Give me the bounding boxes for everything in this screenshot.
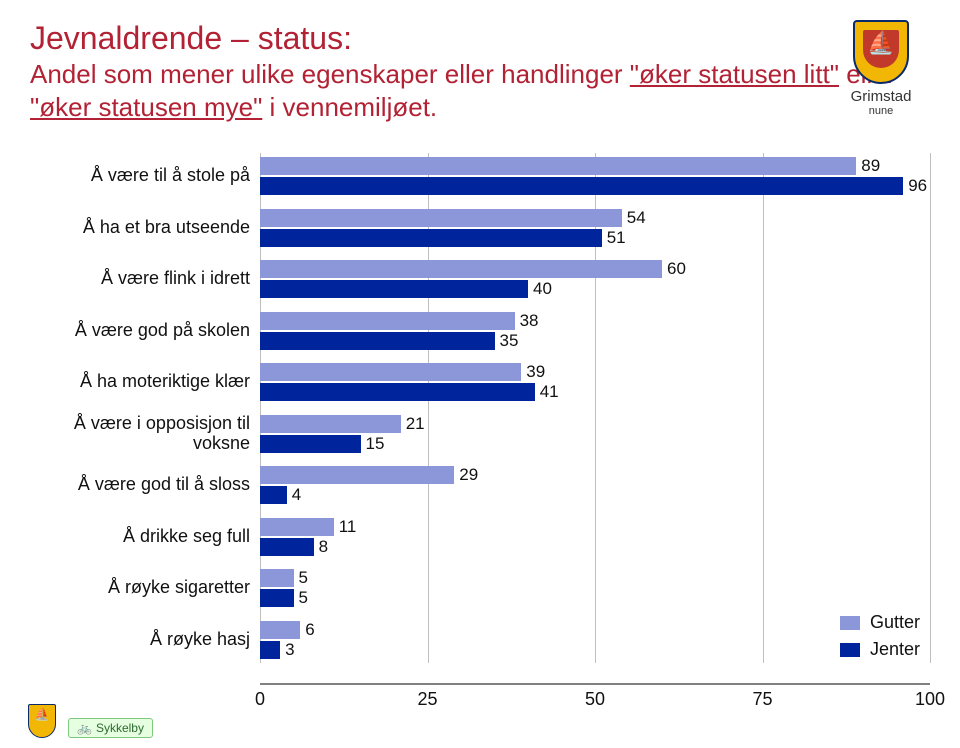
- title-line-2: Andel som mener ulike egenskaper eller h…: [30, 58, 930, 123]
- bar-value: 11: [339, 517, 357, 537]
- bar-group: 8996: [260, 153, 930, 199]
- bar: 8: [260, 538, 314, 556]
- bar: 3: [260, 641, 280, 659]
- category-label: Å være til å stole på: [30, 153, 260, 199]
- bar-value: 15: [366, 434, 385, 454]
- bar: 60: [260, 260, 662, 278]
- bar: 96: [260, 177, 903, 195]
- category-label: Å røyke hasj: [30, 617, 260, 663]
- bar-value: 60: [667, 259, 686, 279]
- category-label: Å være god på skolen: [30, 308, 260, 354]
- bar: 39: [260, 363, 521, 381]
- plot-area: 8996545160403835394121152941185563: [260, 153, 930, 663]
- bar-value: 41: [540, 382, 559, 402]
- bar: 38: [260, 312, 515, 330]
- bar: 51: [260, 229, 602, 247]
- legend-item: Jenter: [840, 639, 920, 660]
- bar: 54: [260, 209, 622, 227]
- x-tick-label: 25: [417, 689, 437, 710]
- bar-value: 29: [459, 465, 478, 485]
- bar: 41: [260, 383, 535, 401]
- bar-value: 54: [627, 208, 646, 228]
- title-line-1: Jevnaldrende – status:: [30, 18, 930, 58]
- bar: 21: [260, 415, 401, 433]
- bar-group: 63: [260, 617, 930, 663]
- x-tick-label: 50: [585, 689, 605, 710]
- category-label: Å ha moteriktige klær: [30, 359, 260, 405]
- bar: 5: [260, 589, 294, 607]
- crest-logo: Grimstad nune: [836, 20, 926, 117]
- gridline: [930, 153, 931, 663]
- x-axis-baseline: [260, 683, 930, 685]
- bar-group: 5451: [260, 205, 930, 251]
- bar-value: 6: [305, 620, 314, 640]
- bar-value: 39: [526, 362, 545, 382]
- legend-label: Jenter: [870, 639, 920, 660]
- bar: 35: [260, 332, 495, 350]
- bar-group: 6040: [260, 256, 930, 302]
- bars: 8996545160403835394121152941185563: [260, 153, 930, 663]
- x-tick-label: 100: [915, 689, 945, 710]
- category-label: Å røyke sigaretter: [30, 565, 260, 611]
- x-tick-label: 75: [752, 689, 772, 710]
- bar-group: 3835: [260, 308, 930, 354]
- legend: Gutter Jenter: [840, 606, 920, 666]
- bar-value: 40: [533, 279, 552, 299]
- bar-value: 51: [607, 228, 626, 248]
- bar-value: 4: [292, 485, 301, 505]
- bar: 4: [260, 486, 287, 504]
- shield-icon: [853, 20, 909, 84]
- x-tick-label: 0: [255, 689, 265, 710]
- bar-group: 2115: [260, 411, 930, 457]
- legend-swatch: [840, 643, 860, 657]
- chart: Å være til å stole på Å ha et bra utseend…: [30, 153, 930, 713]
- bar-value: 5: [299, 588, 308, 608]
- footer-logos: 🚲 Sykkelby: [28, 704, 153, 738]
- bar-value: 5: [299, 568, 308, 588]
- bar: 5: [260, 569, 294, 587]
- legend-swatch: [840, 616, 860, 630]
- bar-group: 118: [260, 514, 930, 560]
- category-label: Å være god til å sloss: [30, 462, 260, 508]
- bar: 29: [260, 466, 454, 484]
- sykkelby-label: Sykkelby: [96, 721, 144, 735]
- crest-sub: nune: [836, 105, 926, 117]
- category-label: Å være flink i idrett: [30, 256, 260, 302]
- header: Jevnaldrende – status: Andel som mener u…: [30, 18, 930, 123]
- category-label: Å drikke seg full: [30, 514, 260, 560]
- bar-group: 294: [260, 462, 930, 508]
- bar-group: 3941: [260, 359, 930, 405]
- mini-shield-icon: [28, 704, 56, 738]
- bike-icon: 🚲: [77, 721, 92, 735]
- bar-value: 89: [861, 156, 880, 176]
- bar: 11: [260, 518, 334, 536]
- chart-title: Jevnaldrende – status: Andel som mener u…: [30, 18, 930, 123]
- bar: 6: [260, 621, 300, 639]
- bar: 15: [260, 435, 361, 453]
- category-labels: Å være til å stole på Å ha et bra utseend…: [30, 153, 260, 663]
- bar-value: 96: [908, 176, 927, 196]
- x-axis: 0255075100: [260, 683, 930, 713]
- bar: 40: [260, 280, 528, 298]
- category-label: Å være i opposisjon til voksne: [30, 411, 260, 457]
- bar-value: 21: [406, 414, 425, 434]
- sykkelby-badge: 🚲 Sykkelby: [68, 718, 153, 738]
- bar-value: 8: [319, 537, 328, 557]
- legend-item: Gutter: [840, 612, 920, 633]
- bar: 89: [260, 157, 856, 175]
- bar-group: 55: [260, 565, 930, 611]
- crest-label: Grimstad: [836, 88, 926, 105]
- bar-value: 38: [520, 311, 539, 331]
- category-label: Å ha et bra utseende: [30, 205, 260, 251]
- bar-value: 3: [285, 640, 294, 660]
- bar-value: 35: [500, 331, 519, 351]
- legend-label: Gutter: [870, 612, 920, 633]
